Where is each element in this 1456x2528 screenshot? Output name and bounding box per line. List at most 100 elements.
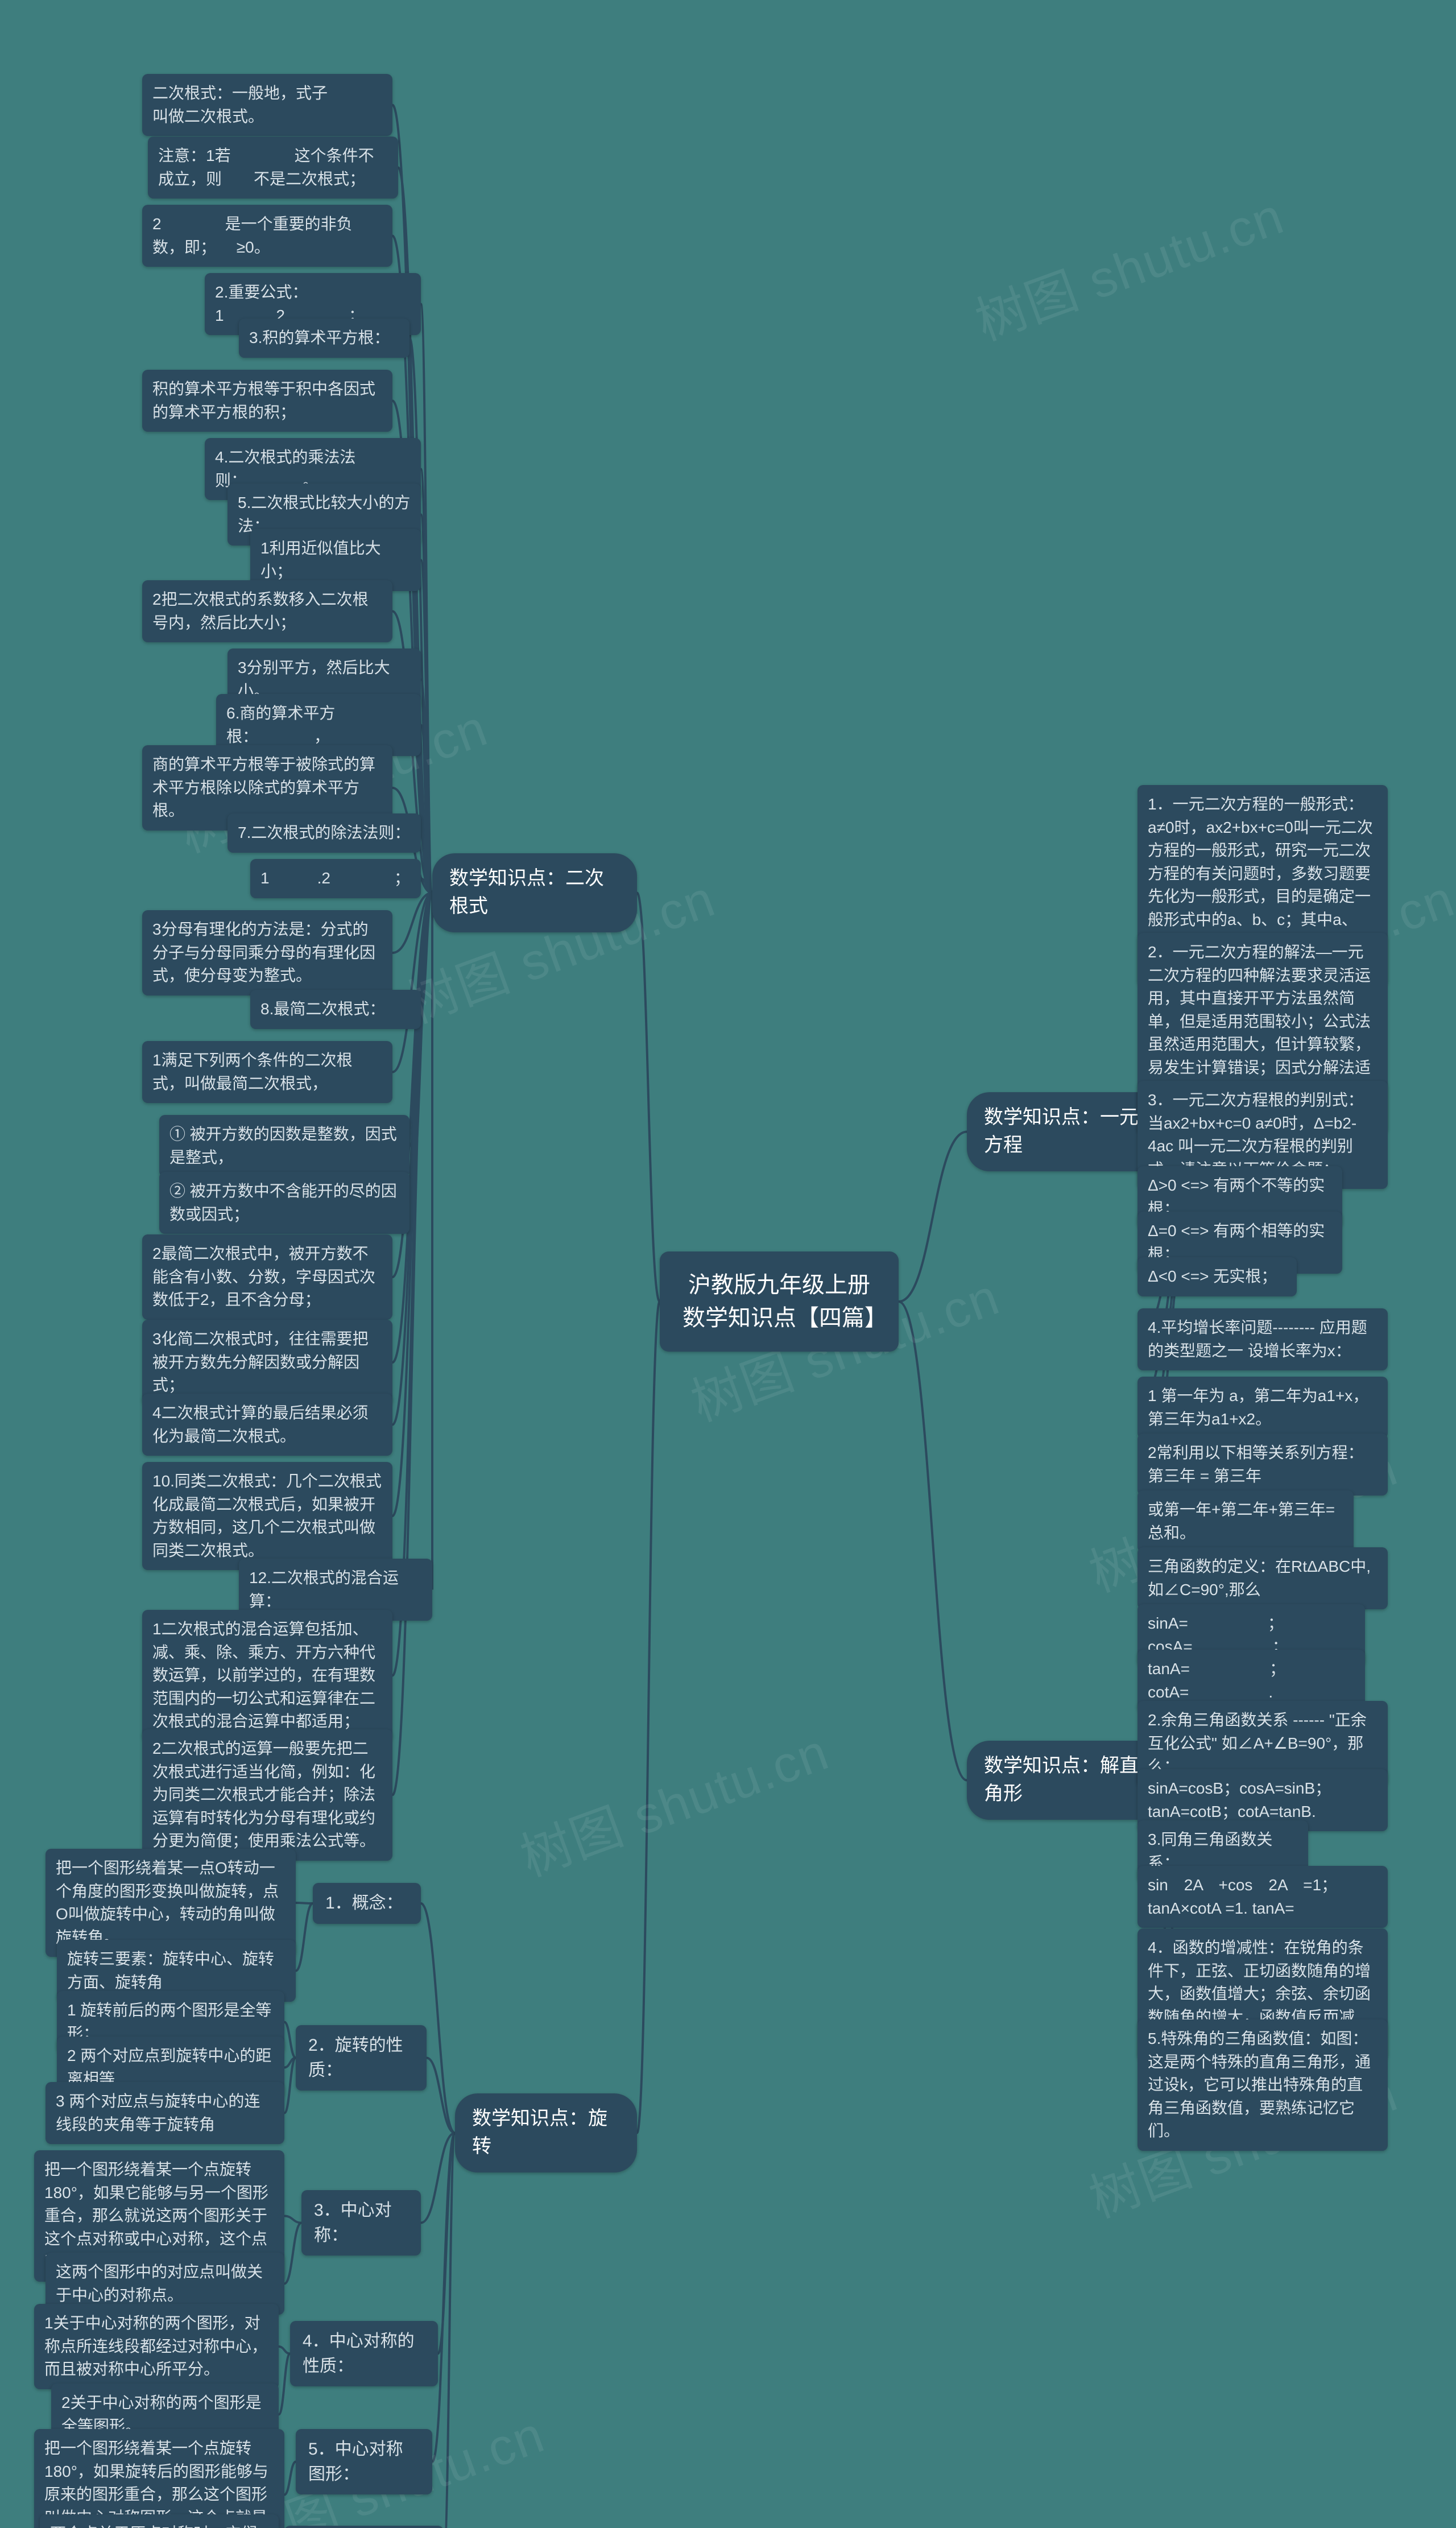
sub-t2s3[interactable]: 3．中心对称： [301,2190,421,2256]
sub-t2s3-label: 3．中心对称： [314,2201,392,2245]
leaf-t1c5-label: 3.积的算术平方根： [249,329,390,346]
leaf-t3c8-label: 1 第一年为 a，第二年为a1+x，第三年为a1+x2。 [1148,1387,1368,1428]
root-node-label: 沪教版九年级上册数学知识点【四篇】 [682,1273,887,1331]
leaf-t1c23[interactable]: 4二次根式计算的最后结果必须化为最简二次根式。 [142,1394,392,1456]
leaf-t1c22-label: 3化简二次根式时，往往需要把被开方数先分解因数或分解因式； [152,1330,369,1394]
leaf-t1c5[interactable]: 3.积的算术平方根： [239,319,410,358]
leaf-t1c14-label: 7.二次根式的除法法则： [238,824,410,841]
leaf-t1c21[interactable]: 2最简二次根式中，被开方数不能含有小数、分数，字母因式次数低于2，且不含分母； [142,1234,392,1320]
leaf-t1c16-label: 3分母有理化的方法是：分式的分子与分母同乘分母的有理化因式，使分母变为整式。 [152,920,375,984]
leaf-t2s1c1-label: 把一个图形绕着某一点O转动一个角度的图形变换叫做旋转，点O叫做旋转中心，转动的角… [56,1859,279,1946]
leaf-t1c27[interactable]: 2二次根式的运算一般要先把二次根式进行适当化简，例如：化为同类二次根式才能合并；… [142,1729,392,1861]
leaf-t1c17-label: 8.最简二次根式： [260,1000,385,1018]
leaf-t1c19[interactable]: ① 被开方数的因数是整数，因式是整式， [159,1115,410,1177]
root-node[interactable]: 沪教版九年级上册数学知识点【四篇】 [660,1251,899,1352]
leaf-t4c9-label: 5.特殊角的三角函数值：如图：这是两个特殊的直角三角形，通过设k，它可以推出特殊… [1148,2030,1371,2139]
topic-t1[interactable]: 数学知识点：二次根式 [432,853,637,932]
watermark: 树图 shutu.cn [509,1711,837,1890]
leaf-t1c8-label: 5.二次根式比较大小的方法： [238,494,410,535]
leaf-t1c2[interactable]: 注意：1若 这个条件不成立，则 不是二次根式； [148,137,398,199]
leaf-t1c4-label: 2.重要公式：1 .2 ； [215,283,365,324]
leaf-t1c18[interactable]: 1满足下列两个条件的二次根式，叫做最简二次根式， [142,1041,392,1103]
leaf-t3c6-label: Δ<0 <=> 无实根； [1148,1267,1277,1285]
leaf-t3c10[interactable]: 或第一年+第二年+第三年=总和。 [1138,1490,1354,1552]
leaf-t4c9[interactable]: 5.特殊角的三角函数值：如图：这是两个特殊的直角三角形，通过设k，它可以推出特殊… [1138,2019,1388,2151]
leaf-t1c1[interactable]: 二次根式：一般地，式子 叫做二次根式。 [142,74,392,136]
leaf-t1c25-label: 12.二次根式的混合运算： [249,1569,399,1610]
leaf-t1c2-label: 注意：1若 这个条件不成立，则 不是二次根式； [158,147,374,188]
leaf-t1c20-label: ② 被开方数中不含能开的尽的因数或因式； [169,1182,397,1223]
sub-t2s1-label: 1．概念： [325,1894,403,1912]
leaf-t1c15[interactable]: 1 .2 ； [250,859,421,898]
sub-t2s2-label: 2．旋转的性质： [308,2036,403,2080]
leaf-t1c3-label: 2 是一个重要的非负数，即； ≥0。 [152,215,353,256]
leaf-t1c6-label: 积的算术平方根等于积中各因式的算术平方根的积； [152,380,375,421]
leaf-t1c6[interactable]: 积的算术平方根等于积中各因式的算术平方根的积； [142,370,392,432]
leaf-t1c17[interactable]: 8.最简二次根式： [250,990,421,1029]
leaf-t2s3c2-label: 这两个图形中的对应点叫做关于中心的对称点。 [56,2263,263,2304]
topic-t2[interactable]: 数学知识点：旋转 [455,2093,637,2172]
leaf-t1c16[interactable]: 3分母有理化的方法是：分式的分子与分母同乘分母的有理化因式，使分母变为整式。 [142,910,392,995]
leaf-t1c19-label: ① 被开方数的因数是整数，因式是整式， [169,1125,397,1166]
leaf-t4c1-label: 三角函数的定义：在RtΔABC中,如∠C=90°,那么 [1148,1558,1371,1598]
leaf-t3c6[interactable]: Δ<0 <=> 无实根； [1138,1257,1297,1296]
leaf-t1c15-label: 1 .2 ； [260,869,410,887]
leaf-t1c26[interactable]: 1二次根式的混合运算包括加、减、乘、除、乘方、开方六种代数运算，以前学过的，在有… [142,1610,392,1741]
leaf-t1c14[interactable]: 7.二次根式的除法法则： [228,813,421,853]
leaf-t1c3[interactable]: 2 是一个重要的非负数，即； ≥0。 [142,205,392,267]
leaf-t1c9-label: 1利用近似值比大小； [260,539,381,580]
topic-t2-label: 数学知识点：旋转 [472,2108,607,2157]
leaf-t2s4c1-label: 1关于中心对称的两个图形，对称点所连线段都经过对称中心，而且被对称中心所平分。 [44,2314,267,2378]
leaf-t3c5-label: Δ=0 <=> 有两个相等的实根； [1148,1222,1325,1263]
leaf-t1c7-label: 4.二次根式的乘法法则： 。 [215,448,355,489]
sub-t2s5[interactable]: 5．中心对称图形： [296,2429,432,2494]
leaf-t1c13-label: 商的算术平方根等于被除式的算术平方根除以除式的算术平方根。 [152,755,375,819]
sub-t2s6[interactable]: 6．坐标系中的中心对称 [284,2526,444,2528]
watermark: 树图 shutu.cn [964,175,1292,354]
leaf-t4c7-label: sin 2A +cos 2A =1；tanA×cotA =1. tanA= [1148,1876,1337,1917]
leaf-t2s2c3-label: 3 两个对应点与旋转中心的连线段的夹角等于旋转角 [56,2092,260,2133]
mindmap-canvas: 树图 shutu.cn树图 shutu.cn树图 shutu.cn树图 shut… [0,0,1456,2528]
leaf-t3c8[interactable]: 1 第一年为 a，第二年为a1+x，第三年为a1+x2。 [1138,1377,1388,1439]
leaf-t2s2c3[interactable]: 3 两个对应点与旋转中心的连线段的夹角等于旋转角 [46,2082,284,2144]
sub-t2s4-label: 4．中心对称的性质： [303,2332,415,2376]
leaf-t2s4c2-label: 2关于中心对称的两个图形是全等图形。 [61,2394,262,2435]
leaf-t1c26-label: 1二次根式的混合运算包括加、减、乘、除、乘方、开方六种代数运算，以前学过的，在有… [152,1620,375,1730]
leaf-t2s5c1[interactable]: 把一个图形绕着某一个点旋转180°，如果旋转后的图形能够与原来的图形重合，那么这… [34,2429,284,2528]
leaf-t1c24-label: 10.同类二次根式：几个二次根式化成最简二次根式后，如果被开方数相同，这几个二次… [152,1472,382,1559]
leaf-t4c5-label: sinA=cosB；cosA=sinB；tanA=cotB；cotA=tanB. [1148,1779,1331,1820]
sub-t2s5-label: 5．中心对称图形： [308,2440,403,2484]
leaf-t1c27-label: 2二次根式的运算一般要先把二次根式进行适当化简，例如：化为同类二次根式才能合并；… [152,1740,375,1849]
leaf-t1c10[interactable]: 2把二次根式的系数移入二次根号内，然后比大小； [142,580,392,642]
leaf-t3c10-label: 或第一年+第二年+第三年=总和。 [1148,1501,1335,1542]
leaf-t1c24[interactable]: 10.同类二次根式：几个二次根式化成最简二次根式后，如果被开方数相同，这几个二次… [142,1462,392,1570]
leaf-t1c22[interactable]: 3化简二次根式时，往往需要把被开方数先分解因数或分解因式； [142,1320,392,1405]
leaf-t1c12-label: 6.商的算术平方根： ， [226,704,335,745]
leaf-t4c1[interactable]: 三角函数的定义：在RtΔABC中,如∠C=90°,那么 [1138,1547,1388,1609]
leaf-t1c10-label: 2把二次根式的系数移入二次根号内，然后比大小； [152,590,369,631]
leaf-t3c9[interactable]: 2常利用以下相等关系列方程：第三年 = 第三年 [1138,1434,1388,1496]
leaf-t1c21-label: 2最简二次根式中，被开方数不能含有小数、分数，字母因式次数低于2，且不含分母； [152,1245,375,1308]
leaf-t3c7[interactable]: 4.平均增长率问题-------- 应用题的类型题之一 设增长率为x： [1138,1308,1388,1370]
leaf-t2s4c1[interactable]: 1关于中心对称的两个图形，对称点所连线段都经过对称中心，而且被对称中心所平分。 [34,2304,279,2389]
leaf-t2s1c2-label: 旋转三要素：旋转中心、旋转方面、旋转角 [67,1950,274,1991]
leaf-t4c2-label: sinA= ；cosA= ； [1148,1614,1288,1655]
leaf-t3c3-label: 3．一元二次方程根的判别式：当ax2+bx+c=0 a≠0时，Δ=b2-4ac … [1148,1091,1364,1178]
leaf-t4c7[interactable]: sin 2A +cos 2A =1；tanA×cotA =1. tanA= [1138,1866,1388,1928]
leaf-t1c1-label: 二次根式：一般地，式子 叫做二次根式。 [152,84,407,125]
leaf-t2s6c1[interactable]: 两个点关于原点对称时，它们的坐标符号相反， [40,2514,279,2528]
leaf-t4c3-label: tanA= ；cotA= . [1148,1660,1285,1701]
leaf-t1c20[interactable]: ② 被开方数中不含能开的尽的因数或因式； [159,1172,410,1234]
sub-t2s1[interactable]: 1．概念： [313,1883,421,1924]
leaf-t1c11-label: 3分别平方，然后比大小。 [238,659,390,700]
leaf-t3c7-label: 4.平均增长率问题-------- 应用题的类型题之一 设增长率为x： [1148,1319,1367,1360]
leaf-t2s2c1-label: 1 旋转前后的两个图形是全等形； [67,2001,271,2042]
leaf-t1c18-label: 1满足下列两个条件的二次根式，叫做最简二次根式， [152,1051,353,1092]
sub-t2s4[interactable]: 4．中心对称的性质： [290,2321,438,2386]
leaf-t4c4-label: 2.余角三角函数关系 ------ "正余互化公式" 如∠A+∠B=90°，那么… [1148,1711,1367,1775]
leaf-t2s6c1-label: 两个点关于原点对称时，它们的坐标符号相反， [50,2525,257,2528]
leaf-t3c9-label: 2常利用以下相等关系列方程：第三年 = 第三年 [1148,1444,1364,1485]
topic-t1-label: 数学知识点：二次根式 [449,868,604,917]
sub-t2s2[interactable]: 2．旋转的性质： [296,2025,427,2091]
leaf-t2s2c2-label: 2 两个对应点到旋转中心的距离相等 [67,2047,271,2088]
